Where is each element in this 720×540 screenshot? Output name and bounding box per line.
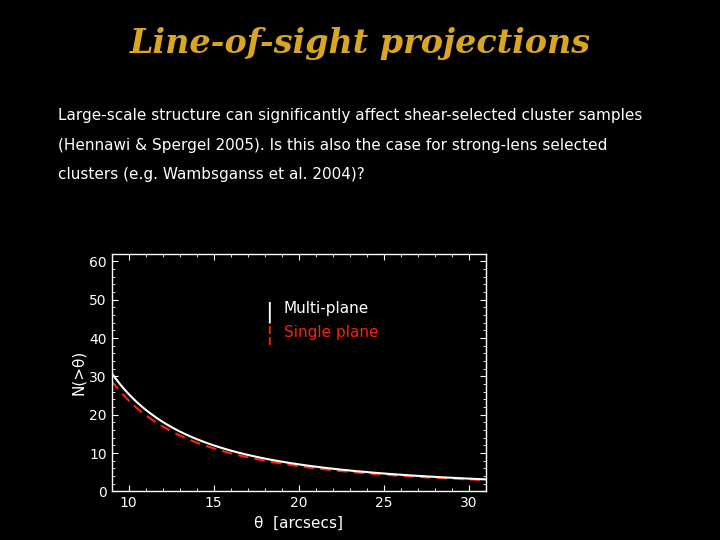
Text: Large-scale structure can significantly affect shear-selected cluster samples: Large-scale structure can significantly … [58, 108, 642, 123]
Text: Single plane: Single plane [284, 325, 378, 340]
Text: ¦: ¦ [265, 325, 273, 345]
Text: (Hennawi & Spergel 2005). Is this also the case for strong-lens selected: (Hennawi & Spergel 2005). Is this also t… [58, 138, 607, 153]
Text: |: | [265, 301, 273, 323]
Text: clusters (e.g. Wambsganss et al. 2004)?: clusters (e.g. Wambsganss et al. 2004)? [58, 167, 364, 183]
Y-axis label: N(>θ): N(>θ) [71, 350, 86, 395]
Text: Multi-plane: Multi-plane [284, 301, 369, 316]
X-axis label: θ  [arcsecs]: θ [arcsecs] [254, 516, 343, 531]
Text: Line-of-sight projections: Line-of-sight projections [130, 27, 590, 60]
